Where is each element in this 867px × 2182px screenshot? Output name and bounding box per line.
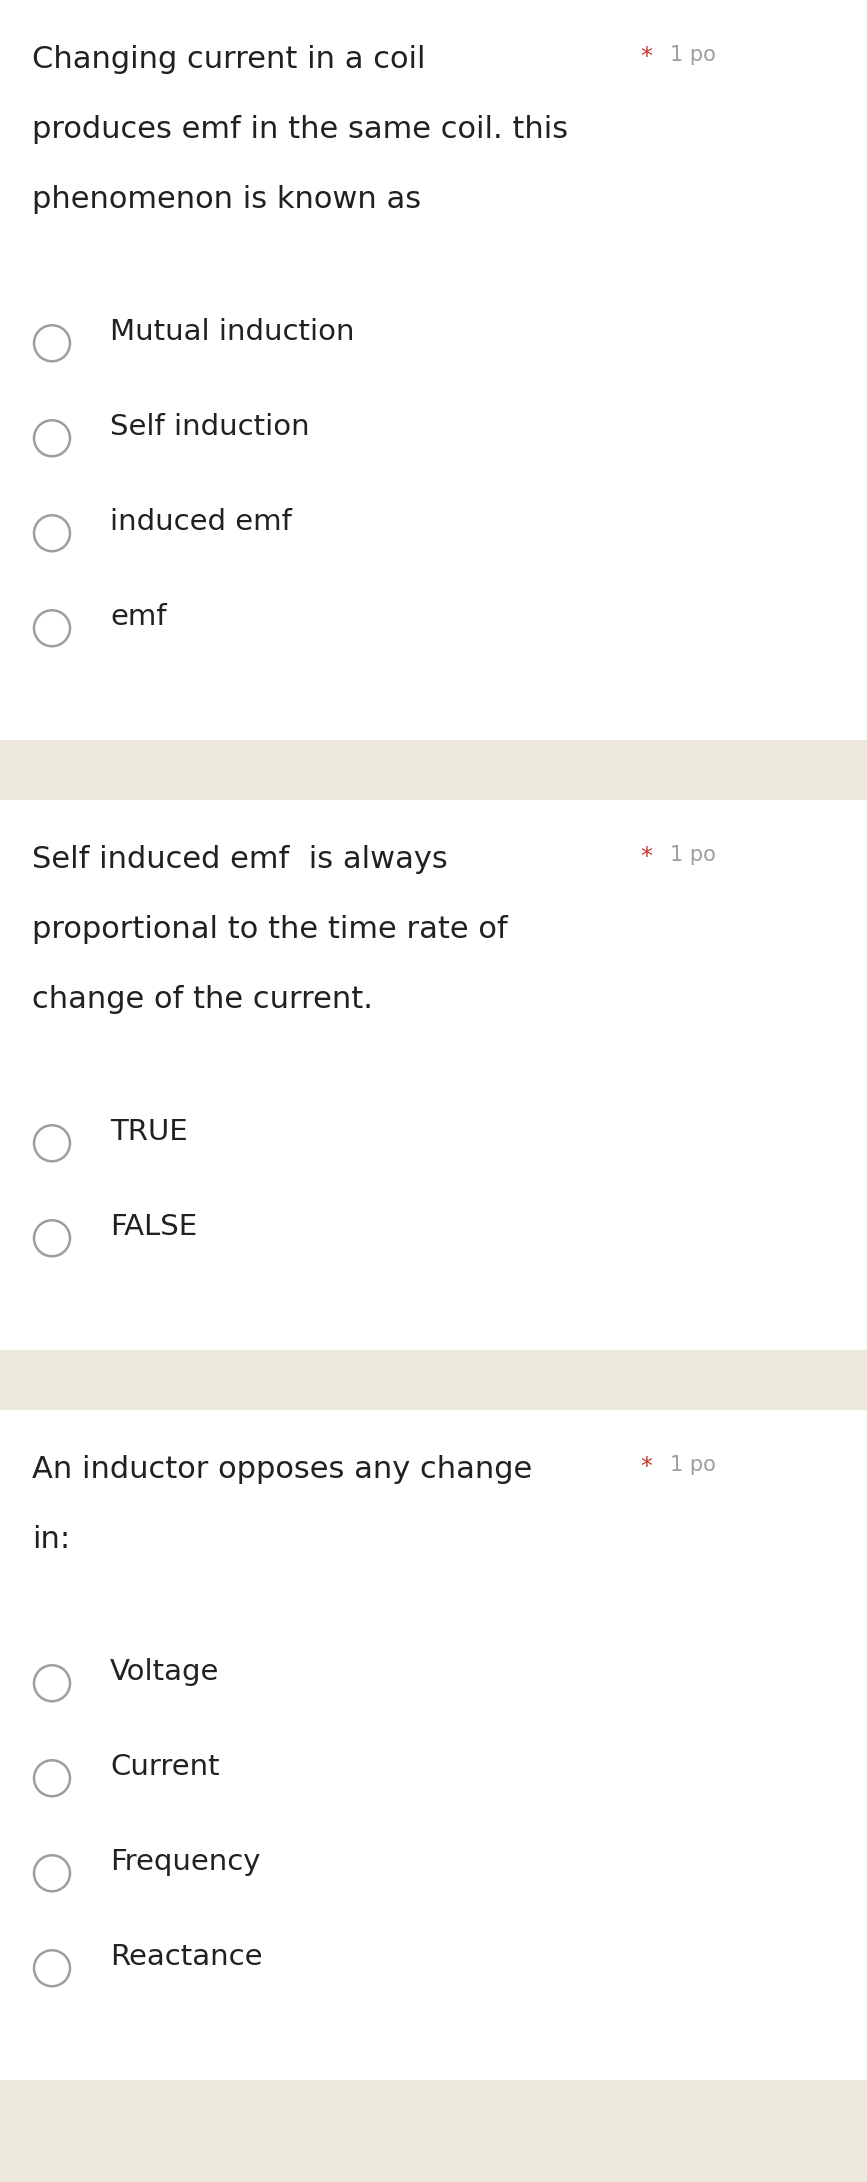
Text: *: *: [640, 46, 652, 70]
Text: *: *: [640, 844, 652, 868]
Text: emf: emf: [110, 602, 166, 631]
Text: FALSE: FALSE: [110, 1213, 197, 1242]
Text: Voltage: Voltage: [110, 1658, 219, 1687]
Bar: [0, 740, 867, 770]
Text: 1 po: 1 po: [670, 844, 716, 864]
Text: in:: in:: [32, 1525, 70, 1554]
Bar: [0, 0, 867, 740]
Text: *: *: [640, 1455, 652, 1479]
Text: phenomenon is known as: phenomenon is known as: [32, 185, 421, 214]
Text: TRUE: TRUE: [110, 1117, 187, 1146]
Text: change of the current.: change of the current.: [32, 984, 373, 1015]
Bar: [0, 801, 867, 1351]
Text: 1 po: 1 po: [670, 46, 716, 65]
Text: Changing current in a coil: Changing current in a coil: [32, 46, 426, 74]
Text: produces emf in the same coil. this: produces emf in the same coil. this: [32, 116, 568, 144]
Text: Self induced emf  is always: Self induced emf is always: [32, 844, 447, 875]
Text: An inductor opposes any change: An inductor opposes any change: [32, 1455, 532, 1484]
Bar: [0, 1351, 867, 1379]
Text: Frequency: Frequency: [110, 1848, 260, 1877]
Text: proportional to the time rate of: proportional to the time rate of: [32, 914, 507, 945]
Text: Self induction: Self induction: [110, 412, 310, 441]
Text: 1 po: 1 po: [670, 1455, 716, 1475]
Bar: [0, 1410, 867, 2079]
Bar: [0, 2079, 867, 2110]
Text: Reactance: Reactance: [110, 1942, 263, 1970]
Text: induced emf: induced emf: [110, 508, 292, 537]
Text: Current: Current: [110, 1752, 219, 1781]
Text: Mutual induction: Mutual induction: [110, 319, 355, 347]
